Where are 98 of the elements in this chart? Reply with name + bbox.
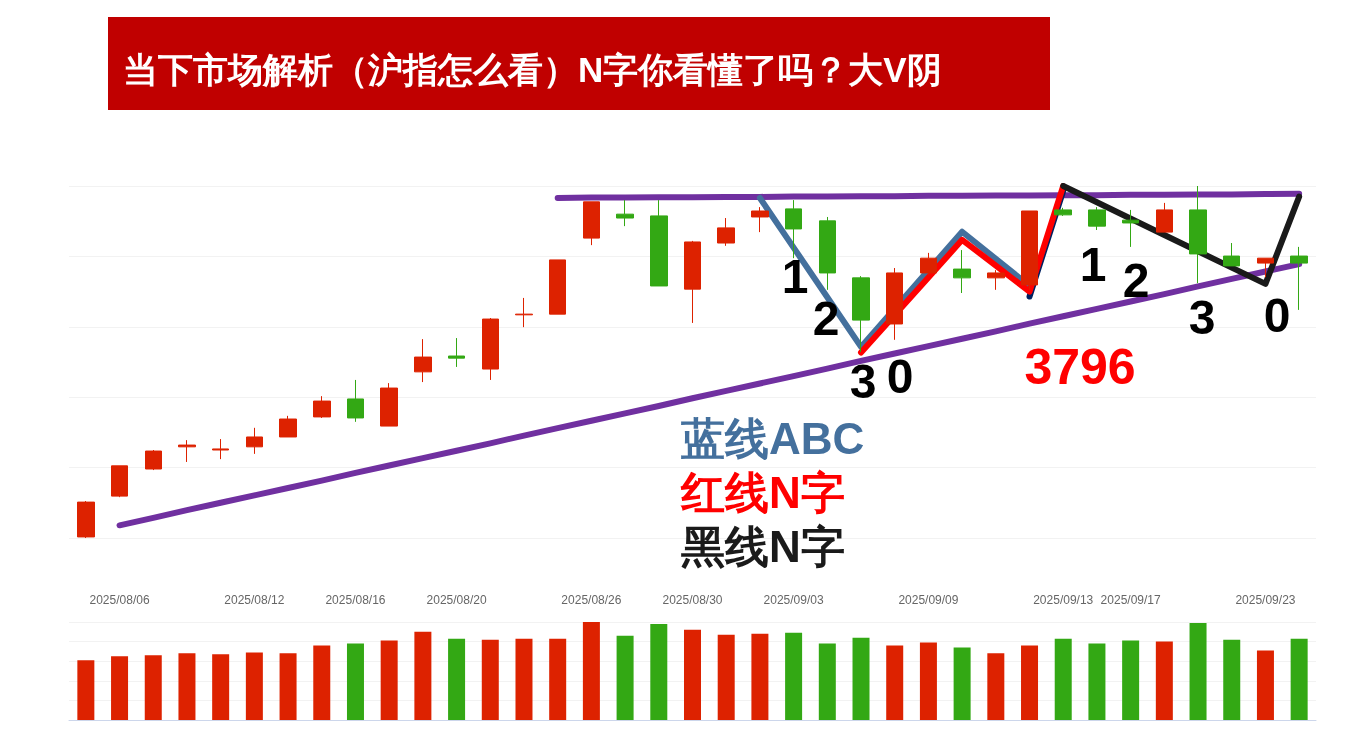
x-tick-label: 2025/08/12: [224, 593, 285, 607]
candlestick: [414, 338, 432, 383]
bar: [684, 629, 701, 720]
candlestick: [279, 415, 297, 438]
candlestick: [1021, 210, 1038, 291]
bar: [1054, 638, 1072, 720]
text: 黑线N字: [681, 521, 845, 571]
candlestick: [549, 259, 566, 315]
candlestick: [717, 217, 735, 247]
x-tick-label: 2025/09/13: [1033, 593, 1094, 607]
bar: [751, 633, 769, 720]
annotation: 0: [886, 349, 914, 403]
candlestick: [77, 500, 95, 539]
bar: [111, 656, 129, 720]
bar: [953, 647, 971, 720]
candlestick: [684, 240, 701, 324]
candlestick: [515, 297, 533, 328]
bar: [650, 623, 668, 720]
bar: [1088, 643, 1106, 720]
bar: [1189, 622, 1207, 720]
candlestick: [212, 438, 229, 460]
candlestick: [1223, 242, 1240, 267]
x-tick-label: 2025/09/09: [898, 593, 959, 607]
candlestick: [583, 201, 600, 246]
candlestick: [987, 269, 1005, 291]
candlestick: [751, 206, 769, 233]
x-tick-label: 2025/09/23: [1235, 593, 1296, 607]
x-tick-label: 2025/09/17: [1100, 593, 1161, 607]
bar: [515, 638, 533, 720]
candlestick: [145, 449, 162, 471]
candlestick: [852, 275, 870, 353]
bar: [1256, 650, 1274, 720]
bar: [1223, 639, 1241, 720]
annotation: 2: [812, 291, 840, 345]
bar: [1122, 640, 1140, 720]
bar: [852, 637, 870, 720]
candlestick: [347, 379, 364, 423]
candlestick: [1054, 207, 1072, 217]
bar: [279, 653, 297, 720]
bar: [481, 639, 499, 720]
bar: [582, 622, 600, 720]
x-tick-label: 2025/08/30: [662, 593, 723, 607]
candlestick: [616, 199, 634, 227]
candlestick: [1257, 257, 1274, 278]
bar: [919, 642, 937, 720]
bar: [245, 652, 263, 720]
bar: [414, 631, 432, 720]
bar: [77, 660, 95, 720]
bar: [313, 645, 331, 720]
bar: [346, 643, 364, 720]
candlestick: [111, 465, 128, 498]
bar: [785, 632, 803, 720]
bar: [886, 645, 904, 720]
candlestick: [1156, 202, 1173, 233]
annotation: 2: [1122, 253, 1150, 307]
annotation: 3: [1188, 290, 1216, 344]
candlestick: [953, 249, 971, 294]
x-tick-label: 2025/08/26: [561, 593, 622, 607]
annotation: 3: [849, 354, 877, 408]
bar: [144, 655, 162, 720]
candlestick: [886, 267, 903, 341]
candlestick: [650, 199, 668, 287]
x-tick-label: 2025/08/20: [426, 593, 487, 607]
candlestick: [482, 317, 499, 381]
annotation: 1: [781, 249, 809, 303]
bar: [987, 653, 1005, 720]
bar: [448, 638, 466, 720]
text: 红线N字: [680, 467, 845, 517]
candlestick: [785, 199, 802, 259]
candlestick: [246, 427, 263, 455]
bar: [1155, 641, 1173, 720]
candlestick: [448, 337, 465, 368]
bar: [178, 653, 196, 720]
candlestick: [1088, 206, 1106, 231]
candlestick: [1290, 246, 1308, 311]
annotation: 1: [1079, 237, 1107, 291]
candlestick: [819, 216, 836, 291]
bar: [549, 638, 567, 720]
bar: [818, 643, 836, 720]
x-tick-label: 2025/09/03: [763, 593, 824, 607]
bar: [380, 640, 398, 720]
annotation: 0: [1263, 288, 1291, 342]
annotation: 3796: [1024, 339, 1136, 395]
chart-title: 当下市场解析（沪指怎么看）N字你看懂了吗？大V阴: [123, 50, 942, 90]
bar: [1290, 638, 1308, 720]
candlestick: [1189, 185, 1207, 284]
bar: [212, 654, 230, 720]
candlestick: [380, 382, 398, 427]
bar: [1021, 645, 1039, 720]
series-label: 蓝线ABC: [681, 413, 865, 463]
candlestick: [178, 439, 196, 463]
candlestick: [313, 395, 331, 419]
bar: [616, 635, 634, 720]
candlestick: [1122, 209, 1139, 248]
x-tick-label: 2025/08/06: [89, 593, 150, 607]
bar: [717, 634, 735, 720]
candlestick: [920, 252, 937, 276]
x-tick-label: 2025/08/16: [325, 593, 386, 607]
